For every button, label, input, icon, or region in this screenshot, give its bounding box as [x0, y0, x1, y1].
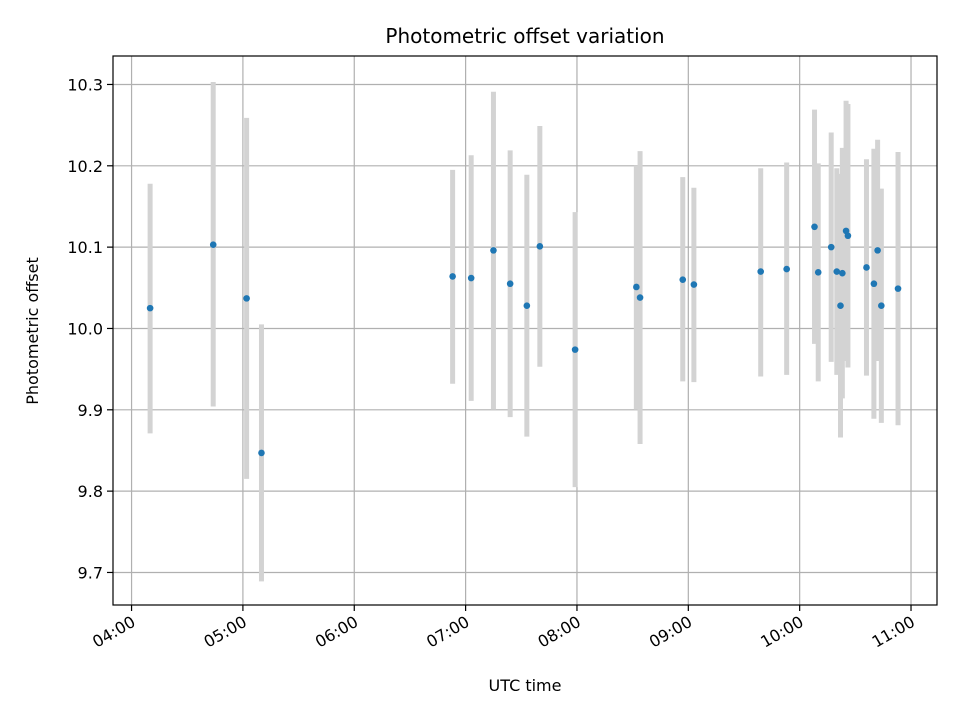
y-tick-label: 10.2: [67, 157, 103, 176]
data-point: [811, 223, 818, 231]
y-tick-label: 10.1: [67, 238, 103, 257]
x-axis-label: UTC time: [489, 676, 562, 695]
x-tick-label: 07:00: [423, 612, 472, 652]
data-point: [878, 302, 885, 309]
data-point: [863, 264, 870, 271]
data-point: [523, 302, 531, 309]
x-tick-label: 10:00: [757, 612, 806, 652]
x-tick-label: 11:00: [869, 612, 918, 652]
data-point: [506, 280, 514, 288]
data-point: [757, 268, 764, 275]
data-point: [837, 302, 844, 309]
data-point: [467, 274, 475, 282]
data-point: [571, 346, 579, 353]
y-tick-label: 9.8: [78, 482, 103, 501]
y-tick-label: 9.9: [78, 401, 103, 420]
data-point: [870, 280, 878, 288]
x-tick-label: 06:00: [312, 612, 361, 652]
data-point: [490, 247, 497, 254]
data-point: [690, 281, 698, 288]
data-point: [243, 295, 250, 302]
y-axis-label: Photometric offset: [23, 257, 42, 405]
data-point: [783, 265, 790, 273]
plot-frame: [112, 55, 938, 606]
data-point: [209, 241, 217, 248]
data-point: [536, 243, 544, 250]
data-point: [844, 232, 852, 240]
y-tick-label: 9.7: [78, 563, 103, 582]
x-tick-label: 04:00: [89, 612, 138, 652]
data-point: [814, 269, 822, 276]
data-point: [633, 283, 640, 291]
x-tick-label: 08:00: [535, 612, 584, 652]
data-point: [874, 247, 881, 254]
y-tick-label: 10.0: [67, 319, 103, 338]
data-point: [258, 449, 265, 457]
data-point: [679, 276, 687, 283]
y-tick-label: 10.3: [67, 75, 103, 94]
data-point: [146, 304, 154, 312]
error-bars: [147, 82, 901, 582]
chart-title: Photometric offset variation: [385, 24, 664, 48]
x-axis-ticks: 04:00 05:00 06:00 07:00 08:00 09:00 10:00 11:00: [89, 605, 918, 652]
data-points: [146, 223, 902, 457]
data-point: [636, 294, 644, 301]
x-tick-label: 05:00: [200, 612, 249, 652]
y-axis-ticks: 9.7 9.8 9.9 10.0 10.1 10.2 10.3: [67, 75, 113, 582]
data-point: [449, 273, 456, 280]
x-tick-label: 09:00: [646, 612, 695, 652]
data-point: [833, 268, 841, 275]
data-point: [827, 243, 835, 251]
data-point: [839, 269, 846, 277]
data-point: [894, 285, 902, 292]
